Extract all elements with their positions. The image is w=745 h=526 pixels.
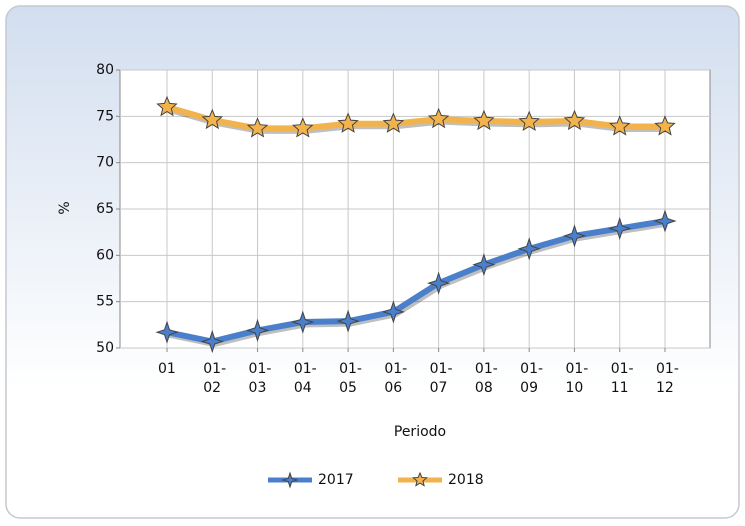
y-tick-label: 65: [96, 201, 114, 217]
point-marker: [518, 110, 540, 132]
point-marker: [200, 329, 224, 354]
x-tick-label: 01-09: [520, 361, 544, 396]
point-marker: [155, 320, 179, 344]
point-marker: [382, 112, 405, 133]
point-marker: [517, 237, 541, 261]
point-marker: [156, 95, 178, 117]
point-marker: [337, 112, 359, 133]
x-tick-label: 01-03: [248, 361, 272, 396]
x-tick-label: 01-02: [203, 361, 227, 396]
y-tick-label: 75: [96, 108, 114, 124]
point-marker: [654, 115, 676, 136]
point-marker: [201, 108, 224, 130]
x-tick-label: 01-06: [384, 361, 408, 396]
y-tick-label: 60: [96, 247, 114, 263]
point-marker: [473, 109, 495, 131]
x-axis-label: Periodo: [394, 424, 446, 440]
point-marker: [381, 300, 406, 324]
x-tick-label: 01-07: [429, 361, 453, 396]
point-marker: [472, 253, 496, 277]
x-tick-label: 01-04: [293, 361, 317, 396]
point-marker: [653, 209, 677, 233]
point-marker: [426, 271, 451, 295]
legend-marker: [412, 471, 428, 487]
y-tick-label: 70: [96, 155, 114, 171]
point-marker: [427, 107, 450, 129]
x-tick-label: 01-08: [474, 361, 498, 396]
point-marker: [608, 216, 632, 241]
x-tick-label: 01-12: [656, 361, 679, 396]
legend-label: 2018: [448, 472, 484, 488]
point-marker: [246, 117, 269, 138]
point-marker: [608, 115, 631, 136]
y-tick-label: 80: [96, 62, 114, 78]
point-marker: [336, 309, 360, 333]
legend-marker: [281, 471, 299, 489]
point-marker: [563, 109, 586, 131]
point-marker: [245, 318, 270, 343]
x-tick-label: 01-05: [339, 361, 362, 396]
y-tick-label: 50: [96, 340, 114, 356]
x-tick-label: 01: [158, 361, 176, 377]
y-axis-label: %: [57, 201, 73, 214]
point-marker: [292, 117, 314, 138]
x-tick-label: 01-10: [565, 361, 589, 396]
point-marker: [291, 310, 315, 334]
y-tick-label: 55: [96, 294, 114, 310]
x-tick-label: 01-11: [610, 361, 634, 396]
legend-label: 2017: [318, 472, 354, 488]
point-marker: [562, 224, 587, 248]
